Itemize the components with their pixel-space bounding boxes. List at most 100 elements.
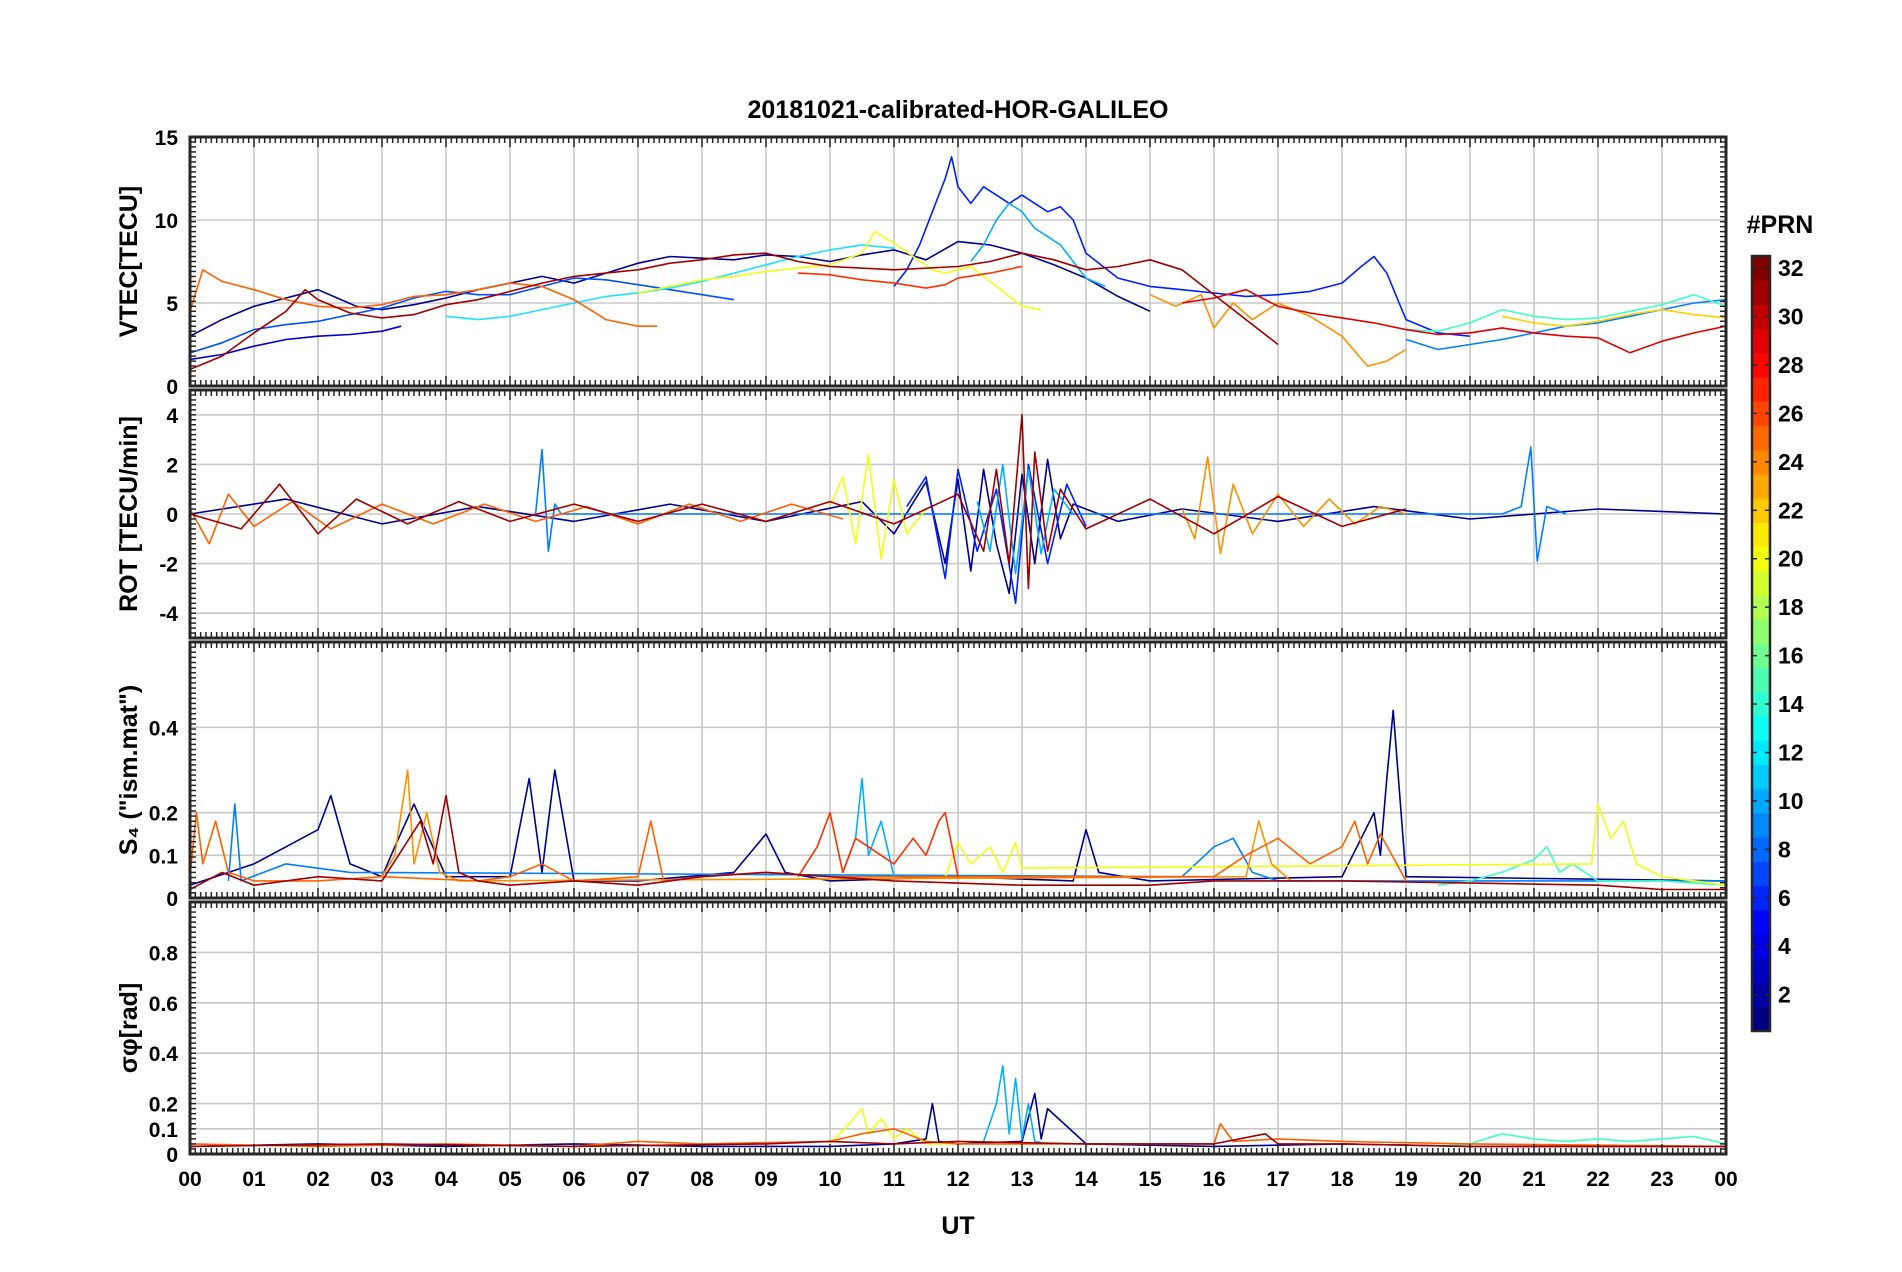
y-axis-label: σφ[rad] (115, 983, 143, 1074)
y-tick-label: -2 (159, 554, 178, 577)
colorbar-swatch (1752, 740, 1770, 766)
colorbar-tick-label: 16 (1778, 643, 1804, 669)
x-tick-label: 00 (1714, 1168, 1737, 1191)
colorbar-swatch (1752, 958, 1770, 984)
x-tick-label: 16 (1202, 1168, 1225, 1191)
y-tick-label: 0.2 (149, 803, 178, 826)
series-line (1405, 298, 1726, 351)
y-tick-label: 0.1 (149, 1119, 179, 1142)
y-tick-label: 0.1 (149, 845, 179, 868)
colorbar-tick-label: 30 (1778, 304, 1804, 330)
series-line (190, 413, 1407, 590)
y-axis-label: VTEC[TECU] (115, 186, 143, 337)
colorbar-label: #PRN (1747, 211, 1814, 239)
colorbar-swatch (1752, 522, 1770, 548)
colorbar-swatch (1752, 764, 1770, 790)
colorbar-tick-label: 32 (1778, 255, 1804, 281)
series-line (982, 1065, 1048, 1145)
colorbar-swatch (1752, 280, 1770, 305)
y-tick-label: 0 (166, 1144, 178, 1167)
series-line (906, 463, 1087, 605)
y-tick-label: 0.6 (149, 993, 178, 1016)
x-tick-label: 02 (306, 1168, 329, 1191)
colorbar-tick-label: 28 (1778, 352, 1804, 378)
series-line (190, 709, 1726, 886)
series-line (190, 252, 1279, 371)
colorbar-swatch (1752, 667, 1770, 693)
colorbar-swatch (1752, 837, 1770, 862)
x-tick-label: 13 (1010, 1168, 1033, 1191)
axis-ticks (189, 136, 1727, 387)
colorbar-swatch (1752, 546, 1770, 572)
series-group (190, 709, 1726, 891)
y-tick-label: 2 (166, 454, 178, 477)
colorbar-tick-label: 2 (1778, 982, 1791, 1008)
y-tick-label: 0.4 (149, 717, 179, 740)
x-tick-label: 09 (754, 1168, 777, 1191)
colorbar-tick-label: 18 (1778, 594, 1804, 620)
y-tick-label: 0.4 (149, 1043, 179, 1066)
y-axis-label: ROT [TECU/min] (115, 416, 143, 612)
colorbar-swatch (1752, 909, 1770, 935)
series-line (190, 811, 1407, 882)
series-line (944, 803, 1726, 886)
colorbar-swatch (1752, 691, 1770, 717)
colorbar-swatch (1752, 643, 1770, 669)
series-line (190, 794, 1726, 891)
x-tick-label: 04 (434, 1168, 458, 1191)
colorbar-swatch (1752, 716, 1770, 741)
series-line (842, 777, 895, 877)
colorbar-tick-label: 14 (1778, 691, 1804, 717)
y-tick-label: 0.8 (149, 942, 179, 965)
colorbar-tick-label: 12 (1778, 739, 1804, 765)
y-tick-label: 5 (166, 293, 178, 316)
colorbar-tick-label: 4 (1778, 933, 1791, 959)
colorbar-tick-label: 22 (1778, 497, 1804, 523)
x-tick-label: 12 (946, 1168, 969, 1191)
y-tick-label: -4 (159, 603, 178, 626)
series-line (797, 265, 1023, 289)
grid (190, 902, 1726, 1154)
colorbar-tick-label: 10 (1778, 788, 1804, 814)
x-tick-label: 08 (690, 1168, 714, 1191)
x-tick-label: 05 (498, 1168, 522, 1191)
series-line (534, 446, 1567, 562)
colorbar-swatch (1752, 425, 1770, 451)
grid (190, 642, 1726, 898)
colorbar-swatch (1752, 570, 1770, 596)
colorbar-swatch (1752, 885, 1770, 911)
x-tick-label: 01 (242, 1168, 266, 1191)
x-tick-label: 22 (1586, 1168, 1609, 1191)
series-group (190, 413, 1726, 605)
series-line (190, 493, 844, 545)
axis-ticks (189, 389, 1727, 639)
x-tick-label: 23 (1650, 1168, 1673, 1191)
figure-title: 20181021-calibrated-HOR-GALILEO (748, 96, 1169, 124)
series-line (190, 277, 735, 354)
series-line (829, 453, 927, 560)
colorbar-swatch (1752, 328, 1770, 354)
colorbar-swatch (1752, 401, 1770, 427)
colorbar-swatch (1752, 377, 1770, 402)
series-line (1405, 293, 1726, 333)
x-tick-label: 06 (562, 1168, 585, 1191)
series-line (1181, 288, 1726, 354)
colorbar-swatch (1752, 498, 1770, 523)
x-tick-label: 10 (818, 1168, 841, 1191)
colorbar-swatch (1752, 619, 1770, 644)
x-tick-label: 03 (370, 1168, 393, 1191)
colorbar-swatch (1752, 982, 1770, 1008)
colorbar-tick-label: 26 (1778, 400, 1804, 426)
series-line (1437, 845, 1726, 886)
colorbar-swatch (1752, 449, 1770, 475)
colorbar-swatch (1752, 1006, 1770, 1032)
colorbar-swatch (1752, 934, 1770, 959)
x-tick-label: 07 (626, 1168, 649, 1191)
x-tick-label: 15 (1138, 1168, 1162, 1191)
x-tick-label: 18 (1330, 1168, 1354, 1191)
y-axis-label: S₄ ("ism.mat") (115, 685, 143, 855)
y-tick-label: 10 (155, 210, 178, 233)
y-tick-label: 15 (155, 127, 179, 150)
series-line (893, 156, 1471, 337)
